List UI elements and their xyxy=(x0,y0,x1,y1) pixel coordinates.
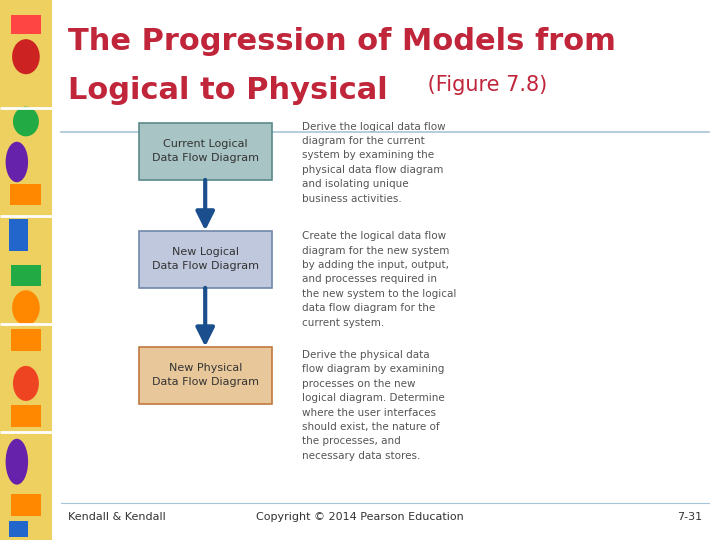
Text: New Logical
Data Flow Diagram: New Logical Data Flow Diagram xyxy=(152,247,258,271)
Ellipse shape xyxy=(13,106,39,137)
Ellipse shape xyxy=(6,438,28,485)
Bar xyxy=(0,0,52,540)
Ellipse shape xyxy=(12,39,40,74)
Text: New Physical
Data Flow Diagram: New Physical Data Flow Diagram xyxy=(152,363,258,387)
Text: Derive the logical data flow
diagram for the current
system by examining the
phy: Derive the logical data flow diagram for… xyxy=(302,122,446,204)
Text: Kendall & Kendall: Kendall & Kendall xyxy=(68,512,166,522)
Text: Logical to Physical: Logical to Physical xyxy=(68,76,388,105)
Text: 7-31: 7-31 xyxy=(677,512,702,522)
Bar xyxy=(12,494,40,516)
Bar xyxy=(10,184,42,205)
Bar xyxy=(12,265,40,286)
Bar xyxy=(12,405,40,427)
Text: Current Logical
Data Flow Diagram: Current Logical Data Flow Diagram xyxy=(152,139,258,163)
FancyBboxPatch shape xyxy=(138,231,271,287)
Bar xyxy=(12,329,40,351)
Bar xyxy=(9,219,27,251)
Bar xyxy=(9,521,27,537)
Text: Copyright © 2014 Pearson Education: Copyright © 2014 Pearson Education xyxy=(256,512,464,522)
Ellipse shape xyxy=(12,291,40,325)
FancyBboxPatch shape xyxy=(138,123,271,179)
FancyBboxPatch shape xyxy=(138,347,271,404)
Text: Derive the physical data
flow diagram by examining
processes on the new
logical : Derive the physical data flow diagram by… xyxy=(302,350,445,461)
Bar xyxy=(12,15,40,33)
Ellipse shape xyxy=(13,366,39,401)
Ellipse shape xyxy=(6,141,28,183)
Text: Create the logical data flow
diagram for the new system
by adding the input, out: Create the logical data flow diagram for… xyxy=(302,231,456,328)
Text: The Progression of Models from: The Progression of Models from xyxy=(68,27,616,56)
Text: (Figure 7.8): (Figure 7.8) xyxy=(421,75,547,94)
